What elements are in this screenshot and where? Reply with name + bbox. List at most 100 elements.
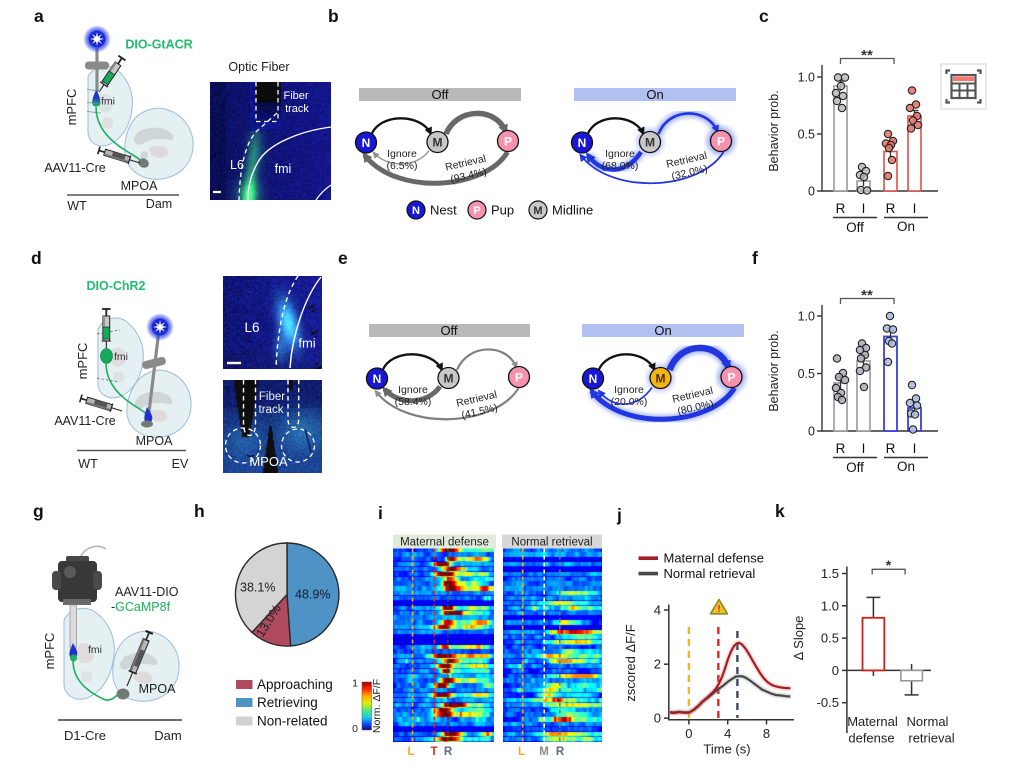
svg-text:Norm. ΔF/F: Norm. ΔF/F — [371, 679, 383, 733]
svg-text:L6: L6 — [244, 320, 259, 335]
svg-text:Time (s): Time (s) — [703, 742, 750, 757]
svg-text:0: 0 — [352, 723, 358, 735]
svg-text:0.5: 0.5 — [798, 367, 815, 381]
svg-text:MPOA: MPOA — [139, 682, 176, 696]
svg-text:0: 0 — [654, 711, 661, 726]
svg-text:retrieval: retrieval — [908, 731, 954, 746]
svg-text:0: 0 — [808, 425, 815, 439]
svg-text:0.5: 0.5 — [821, 631, 839, 646]
svg-text:N: N — [373, 372, 382, 386]
svg-text:0.5: 0.5 — [798, 128, 815, 142]
svg-text:On: On — [897, 219, 915, 234]
svg-text:On: On — [654, 323, 671, 338]
svg-text:2: 2 — [654, 657, 661, 672]
svg-text:N: N — [578, 136, 587, 150]
svg-text:fmi: fmi — [275, 162, 292, 176]
svg-text:Normal: Normal — [907, 714, 949, 729]
svg-text:I: I — [913, 201, 917, 216]
svg-text:P: P — [717, 135, 725, 149]
svg-text:**: ** — [861, 47, 873, 64]
svg-text:L: L — [407, 746, 414, 758]
svg-text:zscored ΔF/F: zscored ΔF/F — [623, 624, 638, 701]
svg-text:On: On — [646, 87, 663, 102]
svg-text:fmi: fmi — [88, 644, 102, 656]
svg-text:Ignore: Ignore — [614, 384, 644, 396]
svg-text:Midline: Midline — [552, 203, 593, 218]
svg-text:DIO-GtACR: DIO-GtACR — [125, 38, 192, 52]
svg-text:Off: Off — [431, 87, 448, 102]
svg-text:N: N — [412, 205, 420, 217]
svg-text:fmi: fmi — [114, 351, 128, 363]
svg-text:Fiber: Fiber — [259, 391, 285, 403]
svg-text:Retrieving: Retrieving — [257, 695, 318, 710]
svg-text:(58.4%): (58.4%) — [395, 396, 432, 408]
svg-text:Off: Off — [846, 220, 864, 235]
svg-text:R: R — [886, 201, 896, 216]
svg-text:Normal retrieval: Normal retrieval — [511, 537, 592, 549]
svg-text:P: P — [727, 371, 735, 385]
svg-text:N: N — [362, 136, 371, 150]
svg-text:b: b — [328, 6, 339, 26]
svg-text:Ignore: Ignore — [398, 384, 428, 396]
svg-text:1.0: 1.0 — [821, 598, 839, 613]
svg-text:Approaching: Approaching — [257, 677, 333, 692]
svg-text:Ignore: Ignore — [605, 148, 635, 160]
svg-text:L6: L6 — [230, 158, 244, 172]
svg-text:R: R — [836, 201, 846, 216]
svg-text:M: M — [444, 372, 454, 386]
svg-text:Fiber: Fiber — [283, 90, 308, 102]
svg-text:defense: defense — [848, 731, 894, 746]
svg-text:Δ Slope: Δ Slope — [791, 616, 806, 661]
svg-text:Pup: Pup — [491, 203, 514, 218]
svg-text:M: M — [539, 746, 549, 758]
svg-text:-0.5: -0.5 — [817, 695, 839, 710]
svg-text:MPOA: MPOA — [121, 179, 158, 193]
svg-text:M: M — [533, 205, 542, 217]
svg-text:T: T — [430, 746, 437, 758]
svg-text:mPFC: mPFC — [75, 343, 90, 380]
svg-text:R: R — [836, 441, 846, 456]
svg-text:(68.0%): (68.0%) — [602, 160, 639, 172]
svg-text:R: R — [886, 441, 896, 456]
svg-text:Nest: Nest — [430, 203, 457, 218]
svg-text:0: 0 — [832, 663, 839, 678]
svg-text:4: 4 — [724, 726, 731, 741]
svg-text:-GCaMP8f: -GCaMP8f — [111, 600, 171, 614]
svg-text:k: k — [775, 501, 785, 521]
svg-text:f: f — [752, 248, 758, 268]
svg-text:Behavior prob.: Behavior prob. — [767, 90, 781, 171]
svg-text:track: track — [285, 103, 309, 115]
svg-text:1.5: 1.5 — [821, 566, 839, 581]
svg-text:fmi: fmi — [298, 336, 315, 351]
svg-text:P: P — [515, 371, 523, 385]
svg-text:Off: Off — [846, 460, 864, 475]
svg-text:DIO-ChR2: DIO-ChR2 — [86, 279, 145, 293]
svg-text:*: * — [886, 557, 892, 573]
svg-text:WT: WT — [78, 457, 98, 471]
svg-text:MPOA: MPOA — [136, 434, 173, 448]
svg-text:fmi: fmi — [101, 96, 115, 108]
svg-text:Maternal defense: Maternal defense — [664, 551, 764, 566]
svg-text:**: ** — [861, 287, 873, 304]
svg-text:Behavior prob.: Behavior prob. — [767, 330, 781, 411]
svg-text:L: L — [518, 746, 525, 758]
svg-text:0: 0 — [685, 726, 692, 741]
svg-text:Ignore: Ignore — [387, 148, 417, 160]
svg-text:M: M — [656, 372, 666, 386]
svg-text:mPFC: mPFC — [42, 633, 57, 670]
svg-text:I: I — [862, 201, 866, 216]
svg-text:38.1%: 38.1% — [240, 581, 275, 595]
svg-text:(20.0%): (20.0%) — [611, 396, 648, 408]
svg-text:g: g — [33, 501, 44, 521]
svg-text:1.0: 1.0 — [798, 310, 815, 324]
svg-text:1: 1 — [352, 678, 358, 690]
svg-text:D1-Cre: D1-Cre — [64, 728, 106, 743]
svg-text:(6.5%): (6.5%) — [387, 160, 418, 172]
svg-text:c: c — [759, 6, 769, 26]
svg-text:M: M — [433, 136, 443, 150]
svg-text:Dam: Dam — [146, 197, 172, 211]
svg-text:h: h — [194, 501, 205, 521]
svg-text:On: On — [897, 459, 915, 474]
svg-text:R: R — [444, 746, 453, 758]
svg-text:Optic Fiber: Optic Fiber — [228, 60, 289, 74]
